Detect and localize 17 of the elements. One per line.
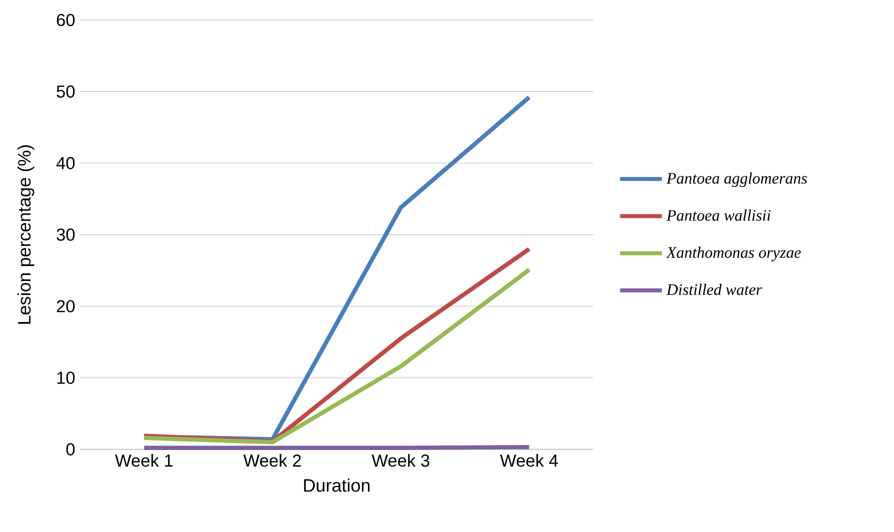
- legend-label: Distilled water: [666, 284, 762, 296]
- x-tick-label: Week 1: [115, 454, 173, 467]
- y-tick-label: 0: [66, 443, 75, 456]
- legend-label: Pantoea agglomerans: [666, 172, 807, 187]
- legend-label: Xanthomonas oryzae: [666, 246, 801, 262]
- x-tick-label: Week 3: [372, 454, 430, 467]
- x-tick-label: Week 4: [500, 454, 558, 467]
- y-tick-label: 20: [56, 300, 75, 312]
- y-axis-title: Lesion percentage (%): [17, 145, 34, 324]
- legend-label: Pantoea wallisii: [666, 210, 770, 221]
- y-tick-label: 10: [57, 372, 75, 384]
- y-tick-label: 50: [56, 85, 75, 98]
- y-tick-label: 30: [56, 228, 75, 241]
- x-axis-title: Duration: [304, 478, 370, 492]
- y-tick-label: 60: [56, 14, 75, 26]
- x-tick-label: Week 2: [243, 454, 301, 467]
- y-tick-label: 40: [56, 156, 75, 170]
